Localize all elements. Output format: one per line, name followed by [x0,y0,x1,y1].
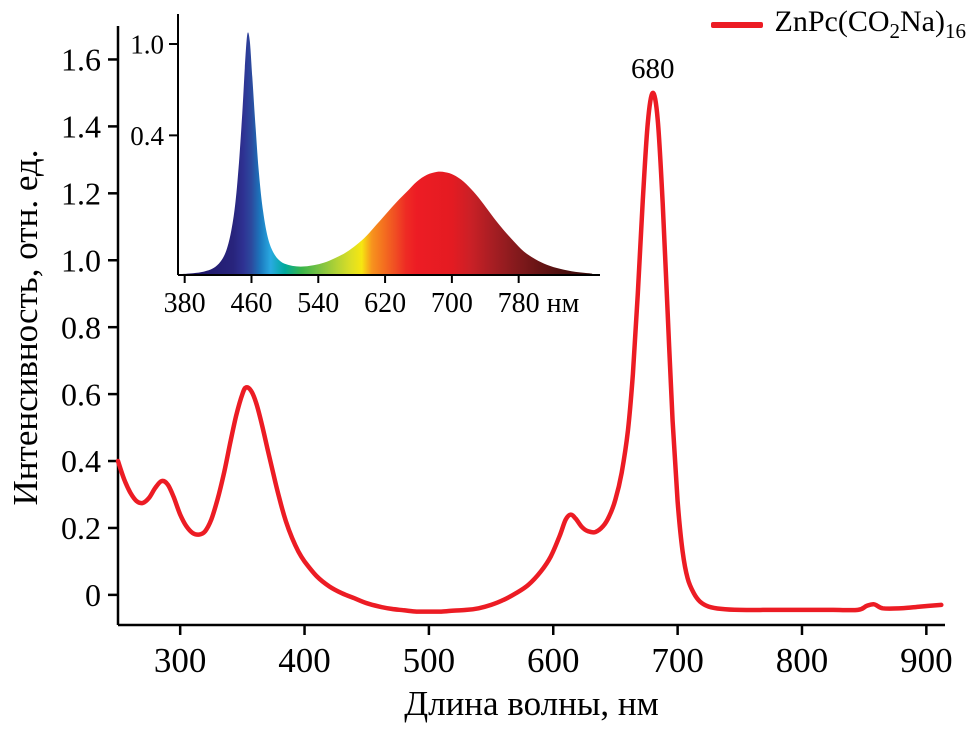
inset-axes [169,14,600,283]
x-axis-title: Длина волны, нм [404,684,659,723]
led-emission-area [179,32,593,275]
y-tick-label: 1.6 [61,42,101,78]
main-tick-labels: 0 0.2 0.4 0.6 0.8 1.0 1.2 1.4 1.6 300 400 500 600 700… [61,42,953,680]
legend-label-part: Na) [900,5,945,38]
x-tick-label: 800 [776,641,829,680]
legend-label-part: ZnPc(CO [774,5,890,38]
peak-annotation: 680 [631,53,675,85]
inset-x-tick-label: 380 [164,288,206,319]
y-tick-label: 0.2 [61,510,101,546]
x-tick-label: 400 [278,641,331,680]
inset-x-tick-label: 540 [297,288,339,319]
y-tick-label: 0.4 [61,443,101,479]
inset-x-tick-label: 460 [230,288,272,319]
legend-label-subscript: 2 [889,19,901,43]
inset-x-tick-label: 700 [431,288,473,319]
y-tick-label: 1.4 [61,109,101,145]
x-tick-label: 700 [651,641,704,680]
legend: ZnPc(CO2Na)16 [710,5,966,44]
x-tick-label: 300 [154,641,207,680]
y-axis-title: Интенсивность, отн. ед. [6,149,45,506]
legend-line-swatch [710,21,763,28]
y-tick-label: 0.8 [61,309,101,345]
inset-y-tick-label: 1.0 [130,29,164,59]
y-tick-label: 0 [85,577,101,613]
legend-label: ZnPc(CO2Na)16 [775,5,966,44]
x-tick-label: 600 [527,641,580,680]
inset-x-unit-label: нм [547,288,580,319]
inset-x-tick-label: 780 [498,288,540,319]
inset-x-tick-label: 620 [364,288,406,319]
x-tick-label: 500 [403,641,456,680]
y-tick-label: 0.6 [61,376,101,412]
main-axes [108,26,945,635]
absorption-curve [115,90,944,614]
y-tick-label: 1.2 [61,176,101,212]
y-tick-label: 1.0 [61,242,101,278]
x-tick-label: 900 [900,641,953,680]
legend-label-subscript: 16 [945,19,966,43]
inset-y-tick-label: 0.4 [130,121,164,151]
